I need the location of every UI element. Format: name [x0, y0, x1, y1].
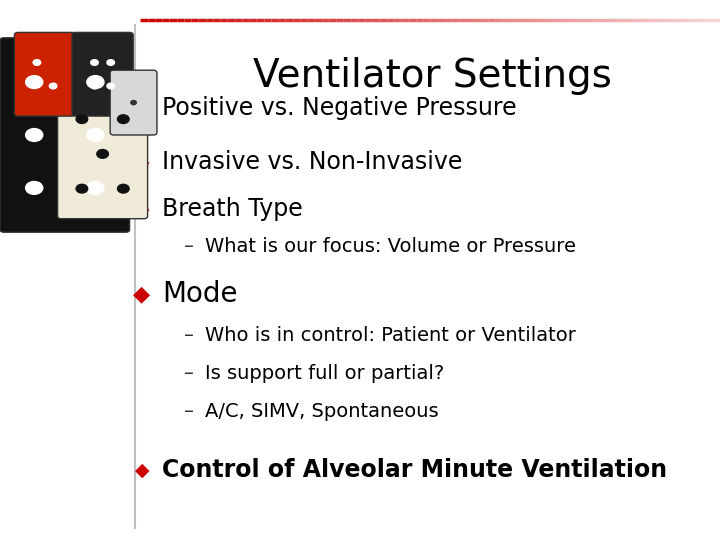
Circle shape — [96, 150, 109, 158]
Text: ◆: ◆ — [135, 152, 149, 172]
Text: –: – — [184, 237, 194, 256]
Text: Ventilator Settings: Ventilator Settings — [253, 57, 611, 94]
Circle shape — [87, 181, 104, 194]
Circle shape — [131, 100, 136, 105]
Circle shape — [76, 184, 88, 193]
Text: Breath Type: Breath Type — [162, 197, 302, 221]
Circle shape — [117, 184, 129, 193]
Circle shape — [87, 76, 104, 89]
Text: What is our focus: Volume or Pressure: What is our focus: Volume or Pressure — [205, 237, 576, 256]
Circle shape — [26, 76, 42, 89]
Circle shape — [107, 83, 114, 89]
FancyBboxPatch shape — [72, 32, 133, 116]
Circle shape — [26, 129, 42, 141]
Circle shape — [87, 129, 104, 141]
Text: –: – — [184, 326, 194, 346]
Circle shape — [76, 115, 88, 124]
Text: A/C, SIMV, Spontaneous: A/C, SIMV, Spontaneous — [205, 402, 438, 421]
Circle shape — [91, 83, 98, 89]
Circle shape — [26, 181, 42, 194]
Text: Mode: Mode — [162, 280, 238, 308]
Text: –: – — [184, 364, 194, 383]
Circle shape — [91, 60, 98, 65]
Text: ◆: ◆ — [133, 284, 150, 305]
FancyBboxPatch shape — [0, 38, 130, 232]
Text: Is support full or partial?: Is support full or partial? — [205, 364, 444, 383]
Text: Who is in control: Patient or Ventilator: Who is in control: Patient or Ventilator — [205, 326, 576, 346]
Text: Positive vs. Negative Pressure: Positive vs. Negative Pressure — [162, 96, 517, 120]
Circle shape — [33, 60, 41, 65]
Circle shape — [107, 60, 114, 65]
Text: ◆: ◆ — [135, 98, 149, 118]
Circle shape — [49, 83, 57, 89]
Text: ◆: ◆ — [135, 460, 149, 480]
FancyBboxPatch shape — [58, 89, 148, 219]
Text: Invasive vs. Non-Invasive: Invasive vs. Non-Invasive — [162, 150, 462, 174]
FancyBboxPatch shape — [110, 70, 157, 135]
Circle shape — [117, 115, 129, 124]
FancyBboxPatch shape — [14, 32, 76, 116]
Text: ◆: ◆ — [135, 199, 149, 219]
Text: Control of Alveolar Minute Ventilation: Control of Alveolar Minute Ventilation — [162, 458, 667, 482]
Text: –: – — [184, 402, 194, 421]
